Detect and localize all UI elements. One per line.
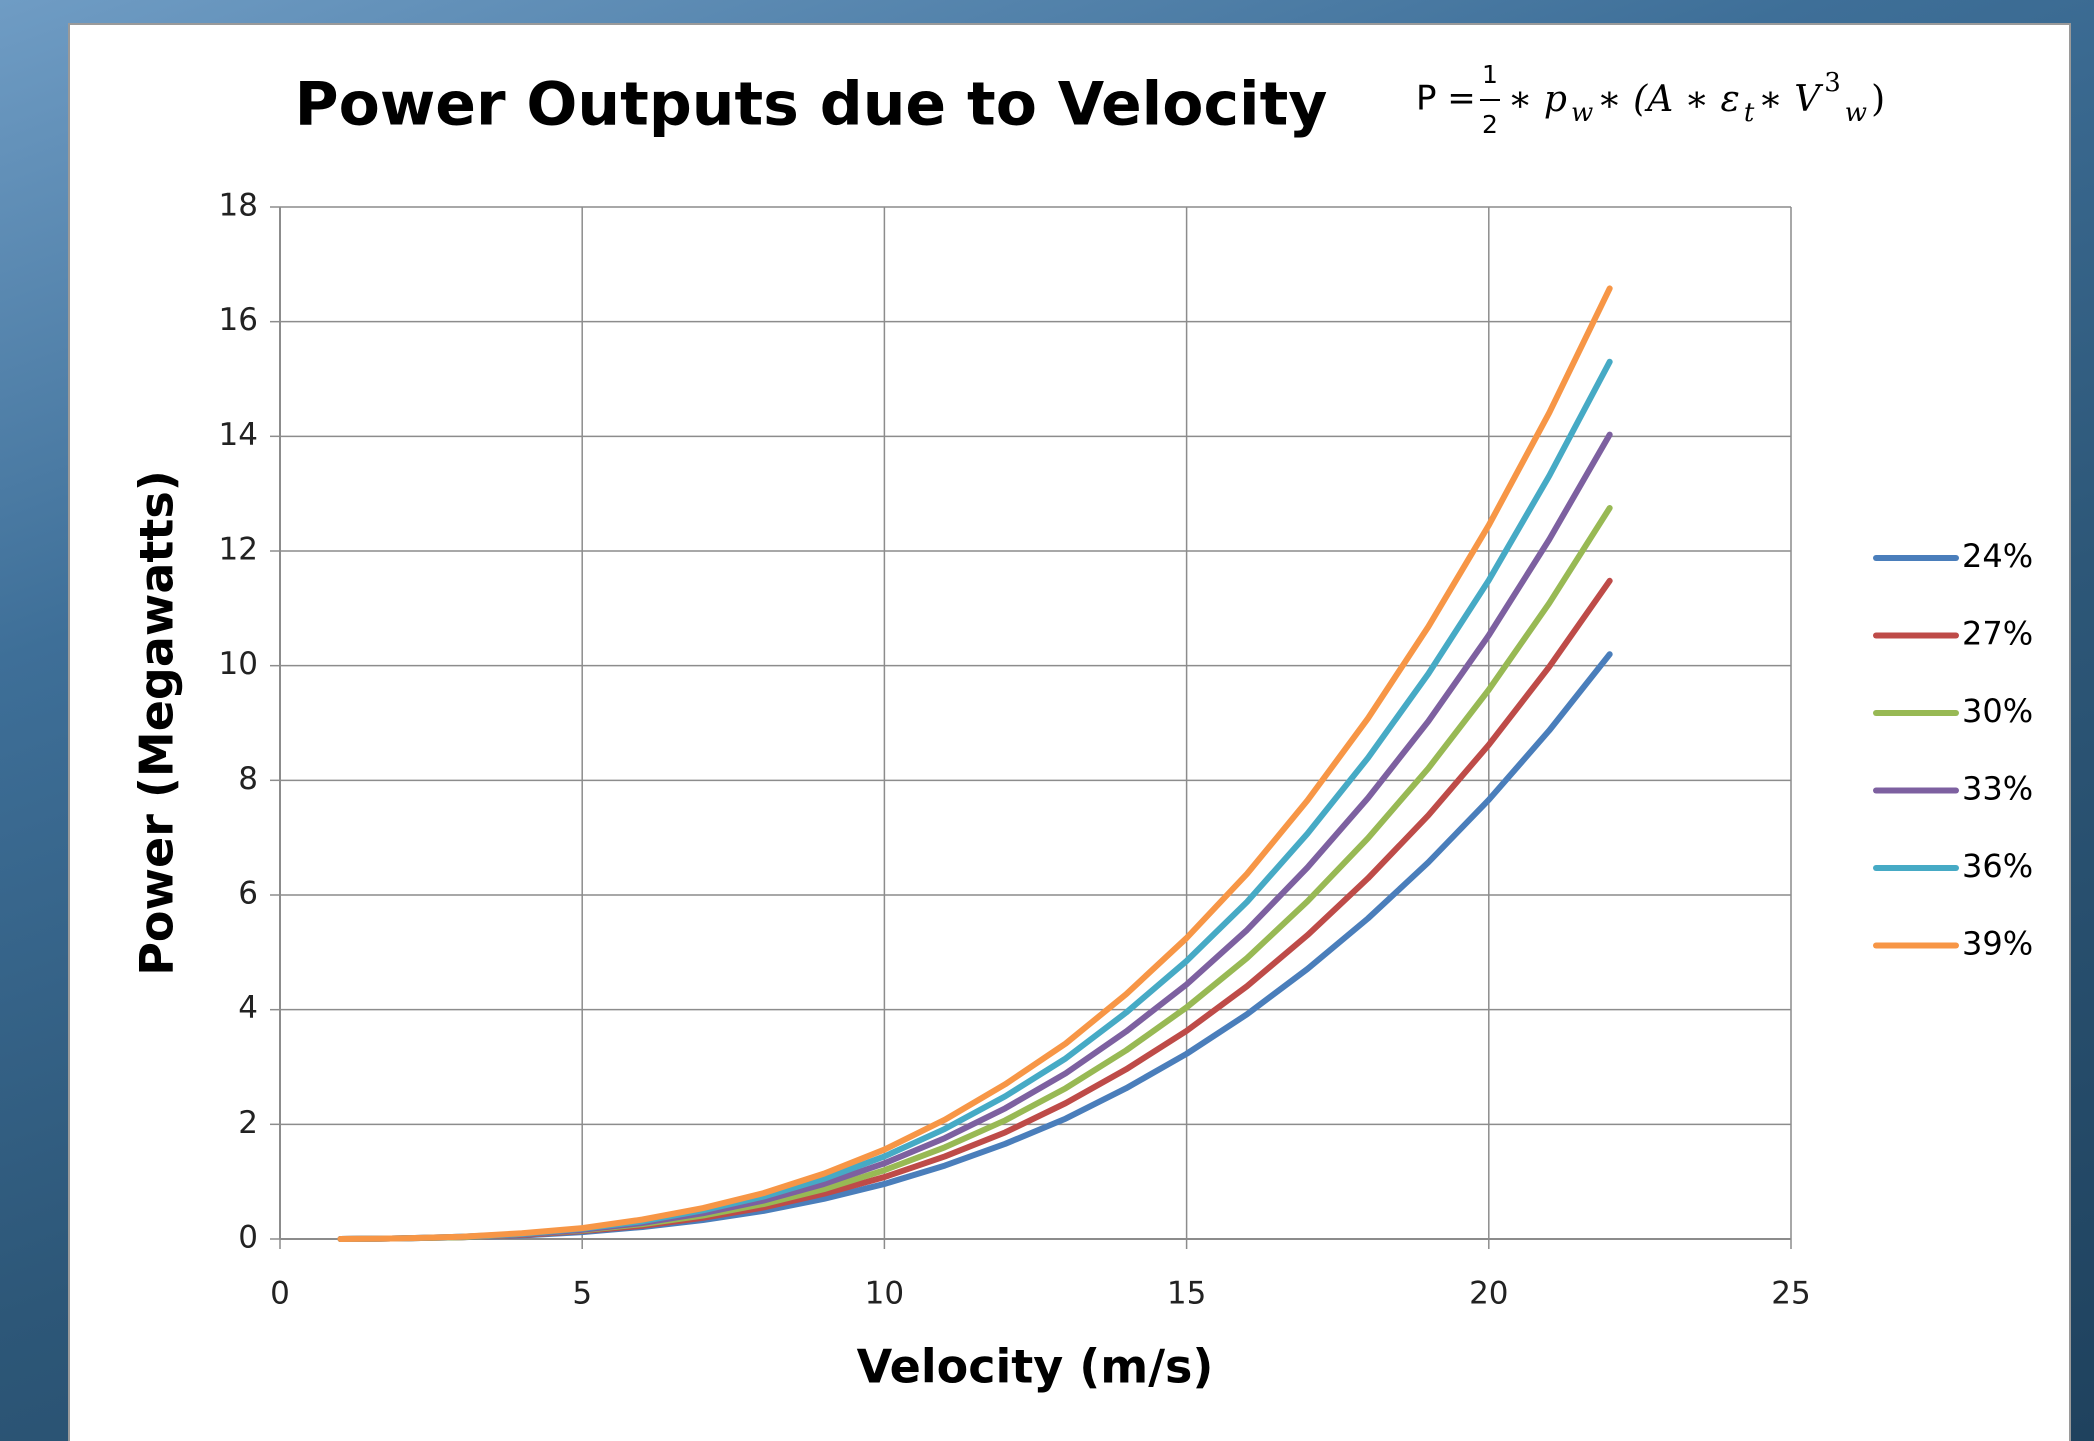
x-tick-label: 20 [1469, 1276, 1508, 1312]
x-tick-label: 15 [1167, 1276, 1206, 1312]
x-tick-label: 25 [1771, 1276, 1810, 1312]
x-tick-label: 10 [865, 1276, 904, 1312]
formula-part: 3 [1824, 68, 1841, 98]
y-axis-label: Power (Megawatts) [130, 470, 184, 976]
y-tick-label: 6 [238, 876, 258, 912]
chart-title: Power Outputs due to Velocity [295, 70, 1328, 140]
legend-label: 39% [1962, 925, 2033, 963]
y-tick-label: 16 [219, 302, 258, 338]
y-tick-label: 14 [219, 417, 258, 453]
legend-label: 27% [1962, 615, 2033, 653]
formula-part: ∗ V [1758, 79, 1824, 120]
legend-label: 30% [1962, 692, 2033, 730]
formula-part: ∗ (A ∗ ε [1597, 79, 1740, 120]
formula-part: w [1845, 98, 1867, 128]
series-line [337, 285, 1613, 1242]
y-tick-label: 12 [219, 532, 258, 568]
formula-part: t [1744, 98, 1755, 128]
formula-part: 2 [1482, 110, 1498, 139]
legend-label: 24% [1962, 537, 2033, 575]
x-axis-label: Velocity (m/s) [857, 1340, 1214, 1394]
y-tick-label: 8 [238, 761, 258, 797]
legend-label: 33% [1962, 770, 2033, 808]
x-tick-label: 5 [572, 1276, 592, 1312]
x-tick-label: 0 [270, 1276, 290, 1312]
formula-part: P = [1416, 79, 1476, 119]
y-tick-label: 0 [238, 1220, 258, 1256]
formula-part: w [1571, 98, 1593, 128]
y-tick-label: 4 [238, 990, 258, 1026]
formula-part: 1 [1482, 60, 1498, 89]
y-tick-label: 18 [219, 188, 258, 224]
y-tick-label: 10 [219, 646, 258, 682]
chart-card [68, 23, 2071, 1441]
formula-part: ) [1871, 79, 1885, 120]
formula: P = 1 2 ∗ p w ∗ (A ∗ ε t ∗ V 3 w ) [1416, 60, 1885, 139]
y-tick-label: 2 [238, 1105, 258, 1141]
formula-part: ∗ p [1508, 79, 1567, 120]
legend-label: 36% [1962, 847, 2033, 885]
